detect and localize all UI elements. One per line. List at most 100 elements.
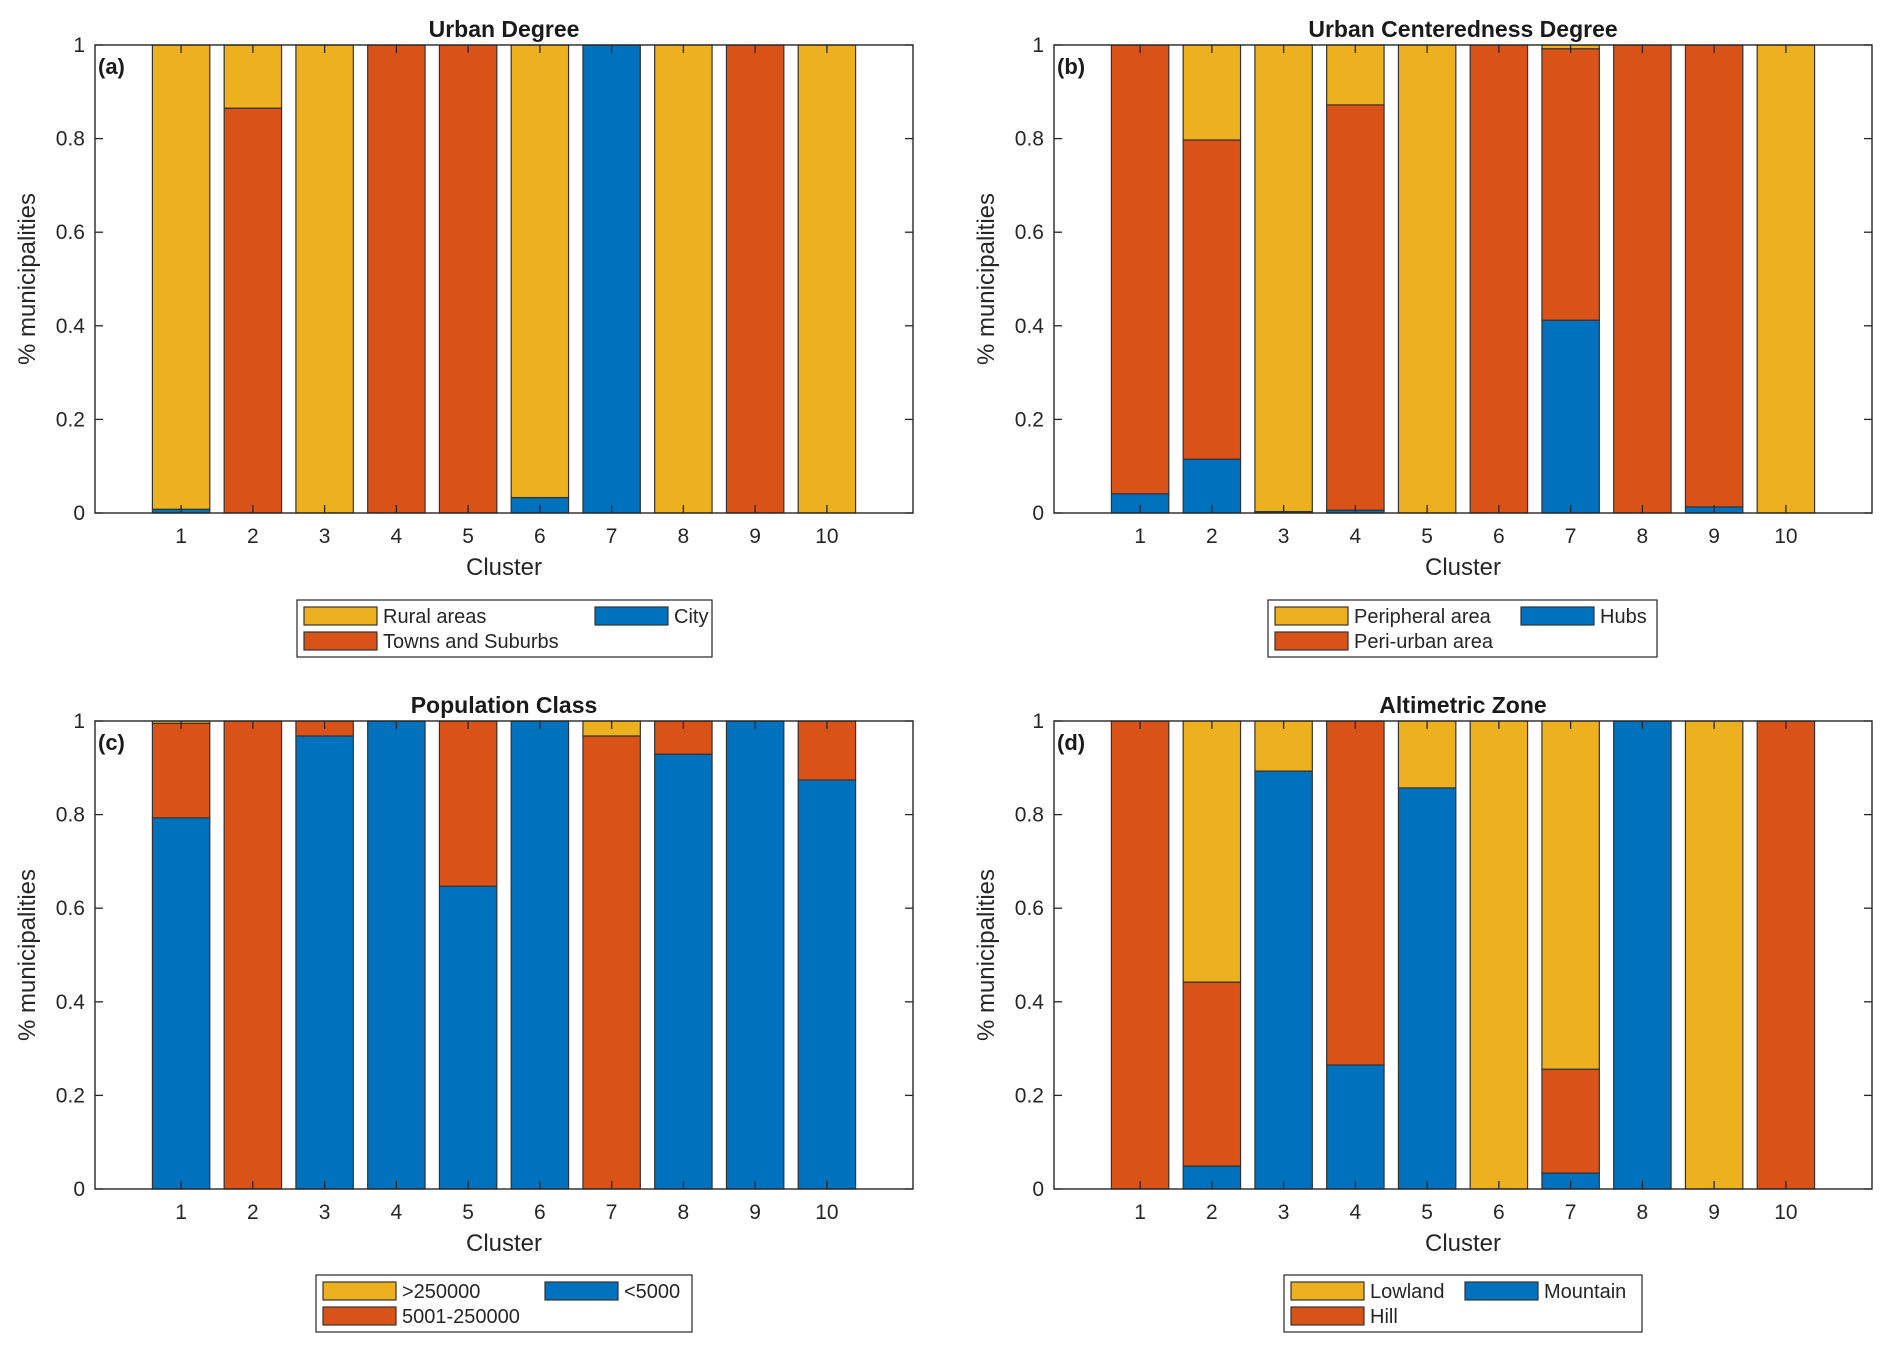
x-axis-label: Cluster [466,554,542,581]
x-tick-label: 10 [1774,1201,1797,1224]
x-tick-label: 1 [1134,1201,1146,1224]
y-tick-label: 0.4 [1015,991,1045,1014]
legend-label: Mountain [1544,1281,1626,1303]
bar-segment [1326,720,1385,1066]
x-tick-label: 2 [1206,525,1218,548]
legend-item[interactable]: Hill [1290,1306,1398,1328]
legend-swatch [1464,1281,1539,1301]
bar-segment [1182,720,1242,983]
bar-segment [1756,720,1816,1190]
legend-item[interactable]: Lowland [1290,1281,1445,1303]
bar-segment [1541,48,1600,321]
legend-swatch [322,1281,397,1301]
bar-segment [1110,720,1170,1190]
bar-segment [1110,44,1170,495]
bar-segment [797,779,857,1190]
bar-segment [1182,44,1242,141]
bar-segment [1469,44,1529,514]
x-tick-label: 7 [606,1201,618,1224]
chart-title: Altimetric Zone [1379,692,1546,718]
legend-item[interactable]: Peripheral area [1274,606,1492,628]
bar-segment [1254,770,1313,1190]
x-tick-label: 7 [1565,525,1577,548]
panel-label: (b) [1057,54,1085,79]
x-tick-label: 10 [815,525,838,548]
bar-segment [1469,720,1529,1190]
y-tick-label: 0 [73,502,85,525]
legend-item[interactable]: 5001-250000 [322,1306,520,1328]
legend-item[interactable]: Peri-urban area [1274,631,1494,653]
x-tick-label: 1 [175,1201,187,1224]
bar-segment [1756,44,1816,514]
chart-panel-b: 0 0.2 0.4 0.6 0.8 1 1 2 3 4 5 6 7 8 9 10 Urban Centeredn… [973,16,1873,658]
legend: Peripheral area Hubs Peri-urban area [1267,599,1658,658]
bar-segment [151,817,211,1190]
chart-panel-a: 0 0.2 0.4 0.6 0.8 1 1 2 3 4 5 6 7 8 9 10 Urban Degree (a)… [14,16,914,658]
legend-swatch [1290,1306,1365,1326]
y-tick-label: 0.8 [1015,128,1044,151]
panel-label: (c) [98,730,125,755]
bar-segment [797,44,857,514]
legend-label: Rural areas [383,606,486,628]
plot-area [1054,721,1872,1189]
x-tick-label: 2 [247,525,259,548]
y-tick-label: 0.2 [56,1084,85,1107]
x-tick-label: 6 [1493,1201,1505,1224]
x-tick-label: 4 [391,1201,403,1224]
legend-label: <5000 [624,1281,680,1303]
chart-panel-d: 0 0.2 0.4 0.6 0.8 1 1 2 3 4 5 6 7 8 9 10 Altimetric Zone… [973,692,1873,1333]
legend-label: Peripheral area [1354,606,1492,628]
bar-segment [367,720,426,1190]
legend-label: Hill [1370,1306,1398,1328]
x-tick-label: 1 [1134,525,1146,548]
x-tick-label: 3 [1278,1201,1290,1224]
x-tick-label: 9 [749,1201,761,1224]
legend-item[interactable]: <5000 [544,1281,680,1303]
y-axis-label: % municipalities [973,193,1000,365]
x-tick-label: 7 [606,525,618,548]
x-tick-label: 2 [247,1201,259,1224]
legend-item[interactable]: Mountain [1464,1281,1626,1303]
axes-box [1053,44,1873,514]
y-axis-label: % municipalities [14,869,41,1041]
legend-item[interactable]: Towns and Suburbs [303,631,559,653]
bar-segment [438,720,498,887]
legend-swatch [303,631,378,651]
legend-swatch [1520,606,1595,626]
y-tick-label: 0 [73,1178,85,1201]
y-axis-label: % municipalities [973,869,1000,1041]
y-tick-label: 0.6 [56,897,85,920]
bar-segment [223,720,283,1190]
y-tick-label: 1 [73,34,85,57]
x-axis-label: Cluster [1425,1230,1501,1257]
x-tick-label: 6 [1493,525,1505,548]
bar-segment [1541,1068,1600,1174]
bar-segment [1397,787,1457,1190]
y-axis-label: % municipalities [14,193,41,365]
plot-area [95,721,913,1189]
bar-segment [1326,104,1385,511]
legend-item[interactable]: City [594,606,708,628]
x-tick-label: 9 [1708,1201,1720,1224]
y-tick-label: 0.2 [1015,1084,1044,1107]
bar-segment [1684,720,1744,1190]
legend: Lowland Mountain Hill [1283,1274,1643,1333]
legend-item[interactable]: >250000 [322,1281,480,1303]
x-tick-label: 3 [319,1201,331,1224]
bar-segment [582,735,641,1190]
bar-segment [510,44,570,499]
legend-item[interactable]: Hubs [1520,606,1647,628]
bar-segment [797,720,857,781]
legend-label: Lowland [1370,1281,1445,1303]
bar-segment [151,44,211,510]
bar-segment [367,44,426,514]
bar-segment [1541,319,1600,514]
legend-item[interactable]: Rural areas [303,606,486,628]
legend-swatch [594,606,669,626]
chart-panel-c: 0 0.2 0.4 0.6 0.8 1 1 2 3 4 5 6 7 8 9 10 Population Clas… [14,692,914,1333]
y-tick-label: 0.6 [1015,897,1044,920]
legend-swatch [1274,631,1349,651]
x-tick-label: 6 [534,1201,546,1224]
x-tick-label: 3 [1278,525,1290,548]
axes-box [1053,720,1873,1190]
